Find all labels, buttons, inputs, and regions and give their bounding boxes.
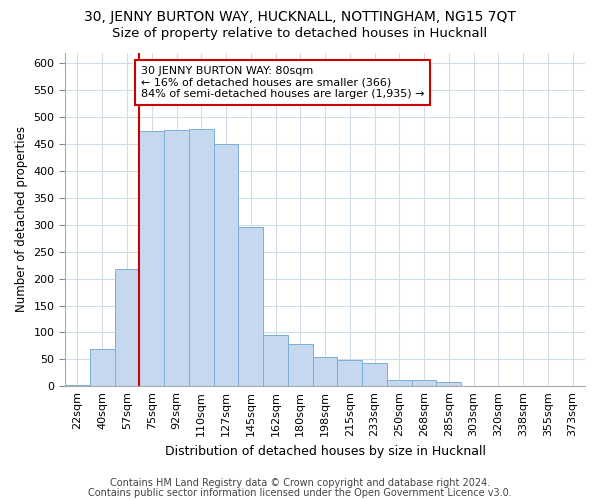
Bar [115,269,139,386]
Bar [238,228,263,386]
Bar [189,129,214,386]
Bar [436,382,461,386]
Bar [164,130,189,386]
Y-axis label: Number of detached properties: Number of detached properties [15,126,28,312]
X-axis label: Distribution of detached houses by size in Hucknall: Distribution of detached houses by size … [164,444,485,458]
Bar [337,360,362,386]
Bar [387,380,412,386]
Bar [263,334,288,386]
Text: Size of property relative to detached houses in Hucknall: Size of property relative to detached ho… [112,28,488,40]
Bar [65,385,90,386]
Bar [288,344,313,387]
Bar [139,130,164,386]
Text: 30, JENNY BURTON WAY, HUCKNALL, NOTTINGHAM, NG15 7QT: 30, JENNY BURTON WAY, HUCKNALL, NOTTINGH… [84,10,516,24]
Bar [313,357,337,386]
Text: 30 JENNY BURTON WAY: 80sqm
← 16% of detached houses are smaller (366)
84% of sem: 30 JENNY BURTON WAY: 80sqm ← 16% of deta… [140,66,424,99]
Bar [362,363,387,386]
Bar [412,380,436,386]
Text: Contains HM Land Registry data © Crown copyright and database right 2024.: Contains HM Land Registry data © Crown c… [110,478,490,488]
Bar [90,348,115,387]
Text: Contains public sector information licensed under the Open Government Licence v3: Contains public sector information licen… [88,488,512,498]
Bar [214,144,238,386]
